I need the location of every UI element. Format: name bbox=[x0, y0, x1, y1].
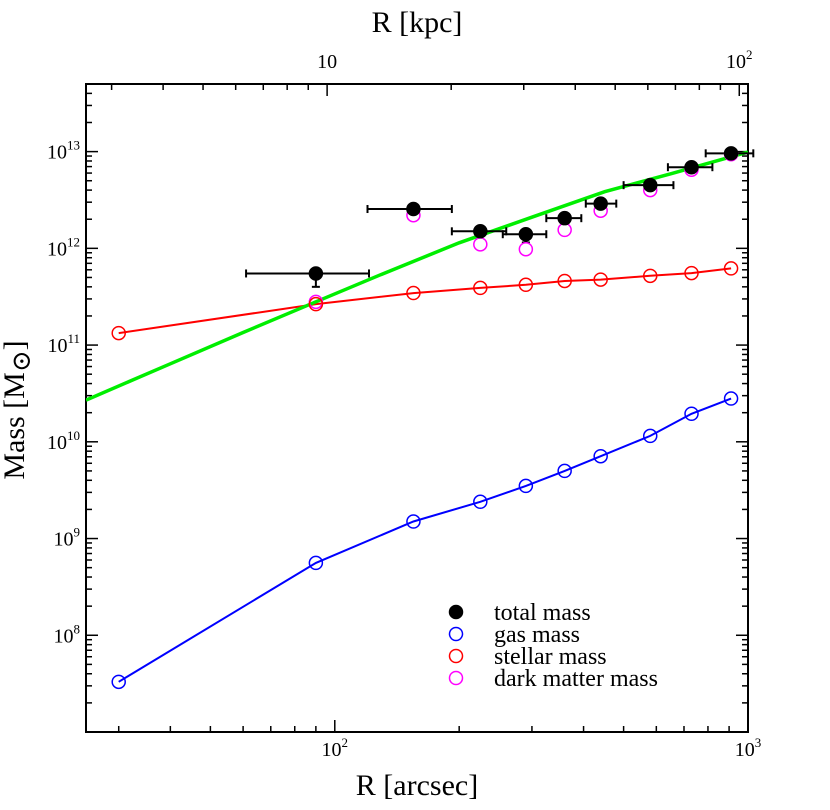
stellar-mass-point bbox=[518, 277, 534, 293]
total-mass-point bbox=[406, 201, 421, 217]
stellar-mass-point bbox=[308, 296, 324, 312]
series-lines bbox=[86, 150, 748, 683]
legend-label-gas-mass: gas mass bbox=[494, 622, 580, 648]
total-mass-point bbox=[473, 224, 488, 239]
stellar-mass-point bbox=[723, 261, 739, 276]
gas-mass-point bbox=[518, 478, 534, 494]
y-axis-title-text: Mass [M bbox=[0, 372, 31, 480]
plot-frame bbox=[85, 83, 749, 733]
gas-mass-point bbox=[111, 674, 126, 690]
axis-ticks bbox=[86, 83, 749, 733]
legend-marker-stellar-mass bbox=[448, 648, 464, 664]
gas-mass-point bbox=[593, 448, 608, 464]
legend-label-total-mass: total mass bbox=[494, 600, 591, 626]
y-tick-label: 108 bbox=[54, 621, 81, 647]
gas-mass-point bbox=[642, 428, 658, 444]
x2-tick-label: 10 bbox=[317, 51, 337, 73]
gas-mass-point bbox=[406, 514, 421, 529]
legend-label-dark-matter-mass: dark matter mass bbox=[494, 666, 658, 692]
x-tick-label: 102 bbox=[322, 735, 349, 761]
x2-tick-label: 102 bbox=[726, 47, 753, 73]
stellar-mass-point bbox=[473, 280, 488, 296]
y-tick-label: 1010 bbox=[47, 428, 80, 454]
x-tick-label: 103 bbox=[735, 735, 762, 761]
stellar-mass-point bbox=[642, 268, 658, 284]
total-mass-point bbox=[723, 146, 739, 161]
error-bars bbox=[245, 149, 755, 288]
model-line bbox=[86, 150, 748, 402]
legend-marker-total-mass bbox=[448, 604, 464, 620]
x-axis-title: R [arcsec] bbox=[356, 769, 478, 802]
stellar-mass-line bbox=[118, 267, 732, 335]
stellar-mass-point bbox=[406, 285, 421, 301]
y-axis-title: Mass [M⊙] bbox=[0, 340, 36, 479]
total-mass-point bbox=[642, 177, 658, 193]
stellar-mass-point bbox=[684, 265, 699, 281]
gas-mass-point bbox=[308, 555, 324, 571]
total-mass-point bbox=[308, 266, 324, 281]
y-tick-label: 1012 bbox=[47, 234, 80, 260]
y-tick-label: 109 bbox=[54, 525, 81, 551]
legend-marker-gas-mass bbox=[448, 626, 464, 642]
dark-matter-mass-point bbox=[518, 241, 534, 257]
stellar-mass-point bbox=[593, 272, 608, 287]
stellar-mass-point bbox=[557, 273, 572, 289]
stellar-mass-point bbox=[111, 325, 126, 341]
total-mass-point bbox=[593, 196, 608, 211]
top-x-axis-title: R [kpc] bbox=[372, 6, 463, 39]
solar-symbol: ⊙ bbox=[7, 350, 36, 372]
gas-mass-point bbox=[684, 406, 699, 422]
gas-mass-point bbox=[473, 494, 488, 510]
total-mass-point bbox=[557, 210, 572, 226]
y-tick-label: 1011 bbox=[47, 331, 80, 357]
legend-marker-dark-matter-mass bbox=[448, 670, 464, 686]
tick-labels: 102 103 10 102 108 109 1010 1011 1012 1013 bbox=[47, 47, 761, 761]
total-mass-point bbox=[518, 226, 534, 242]
legend-label-stellar-mass: stellar mass bbox=[494, 644, 607, 670]
gas-mass-point bbox=[723, 391, 739, 406]
total-mass-point bbox=[684, 159, 699, 175]
dark-matter-mass-point bbox=[473, 237, 488, 252]
series-markers bbox=[111, 146, 739, 690]
gas-mass-line bbox=[118, 397, 732, 683]
y-axis-title-close: ] bbox=[0, 340, 31, 350]
y-tick-label: 1013 bbox=[47, 138, 80, 164]
gas-mass-point bbox=[557, 463, 572, 479]
